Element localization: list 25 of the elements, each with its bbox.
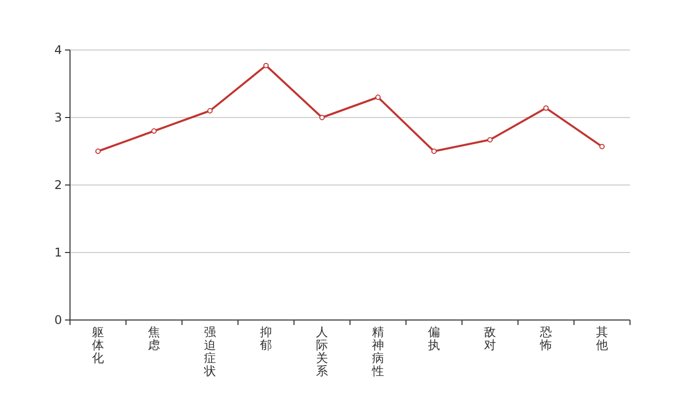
point bbox=[487, 137, 493, 142]
x-tick-label: 强迫症状 bbox=[203, 325, 216, 378]
x-tick-label: 躯体化 bbox=[92, 325, 104, 365]
x-tick-label: 焦虑 bbox=[148, 325, 160, 352]
x-tick-label: 精神病性 bbox=[371, 325, 384, 378]
point bbox=[431, 148, 437, 154]
point bbox=[207, 108, 213, 114]
point bbox=[599, 144, 605, 150]
y-tick-label: 0 bbox=[54, 313, 62, 328]
x-tick-label: 恐怖 bbox=[539, 325, 552, 352]
y-tick-label: 3 bbox=[54, 110, 62, 125]
y-tick-label: 1 bbox=[54, 246, 62, 260]
x-tick-label: 敌对 bbox=[484, 325, 496, 352]
y-tick-label: 2 bbox=[54, 178, 62, 192]
x-tick-label: 抑郁 bbox=[260, 325, 272, 352]
x-tick-label: 偏执 bbox=[428, 325, 440, 352]
point bbox=[151, 128, 157, 134]
y-tick-label: 4 bbox=[54, 43, 62, 58]
x-tick-label: 人际关系 bbox=[316, 325, 328, 378]
point bbox=[319, 114, 325, 120]
x-tick-label: 其他 bbox=[596, 325, 608, 352]
point bbox=[543, 105, 549, 111]
point bbox=[95, 148, 101, 154]
point bbox=[263, 62, 269, 68]
point bbox=[375, 94, 381, 100]
